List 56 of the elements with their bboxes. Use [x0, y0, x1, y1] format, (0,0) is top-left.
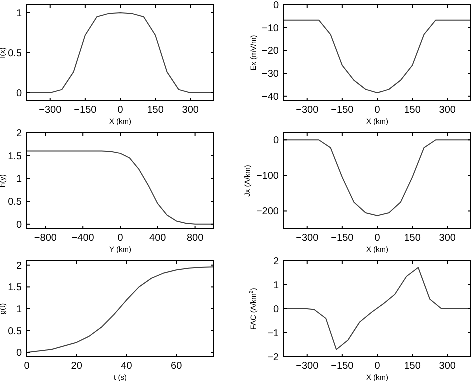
x-tick-label: 300 [439, 233, 456, 244]
y-tick-label: 0 [273, 304, 280, 316]
x-tick-label: 300 [439, 361, 456, 372]
y-tick-label: 2 [16, 128, 22, 140]
y-tick-label: 0.5 [8, 326, 22, 338]
x-tick-label: 150 [404, 105, 422, 116]
x-tick-label: −400 [72, 233, 95, 244]
x-tick-label: −150 [331, 361, 354, 372]
x-tick-label: 300 [182, 105, 200, 116]
x-tick-label: −150 [331, 233, 354, 244]
x-tick-label: 800 [186, 233, 204, 244]
y-tick-label: −1 [268, 328, 280, 340]
x-tick-label: 40 [121, 361, 133, 372]
y-tick-label: 1 [16, 8, 22, 20]
x-tick-label: −150 [74, 105, 98, 116]
x-tick-label: −300 [296, 361, 320, 372]
y-tick-label: 0.5 [8, 197, 22, 208]
y-tick-label: 0 [273, 0, 280, 12]
y-tick-label: 0 [16, 88, 22, 100]
y-tick-label: 1 [273, 280, 280, 292]
x-tick-label: −800 [34, 233, 58, 244]
x-tick-label: −150 [331, 105, 354, 116]
x-tick-label: 0 [374, 233, 381, 244]
y-tick-label: −100 [256, 171, 280, 182]
y-tick-label: −2 [268, 352, 280, 364]
y-tick-label: −200 [256, 206, 280, 218]
y-tick-label: 1 [16, 174, 22, 186]
x-tick-label: 300 [439, 105, 456, 116]
x-tick-label: 0 [374, 105, 381, 116]
x-tick-label: 0 [118, 105, 124, 116]
x-tick-label: −300 [39, 105, 62, 116]
x-tick-label: 20 [71, 361, 83, 372]
x-tick-label: 150 [404, 233, 422, 244]
y-tick-label: −30 [262, 69, 280, 80]
x-tick-label: 150 [147, 105, 164, 116]
x-tick-label: 150 [404, 361, 422, 372]
y-tick-label: 0 [16, 220, 22, 231]
x-tick-label: 60 [171, 361, 183, 372]
x-tick-label: 0 [24, 361, 30, 372]
x-tick-label: 400 [150, 233, 167, 244]
x-tick-label: −300 [296, 233, 320, 244]
y-tick-label: 2 [16, 260, 22, 272]
y-tick-label: 0.5 [8, 48, 22, 60]
y-tick-label: 0 [16, 348, 22, 360]
y-tick-label: 1.5 [8, 151, 22, 162]
y-tick-label: 0 [273, 136, 280, 147]
y-tick-label: −40 [262, 92, 280, 103]
y-tick-label: −10 [262, 23, 280, 34]
x-tick-label: 0 [118, 233, 124, 244]
x-tick-label: 0 [374, 361, 381, 372]
y-tick-label: −20 [262, 46, 280, 58]
y-tick-label: 1 [16, 304, 22, 316]
line-series [284, 20, 472, 94]
y-tick-label: 1.5 [8, 282, 22, 294]
x-tick-label: −300 [296, 105, 320, 116]
y-tick-label: 2 [273, 256, 280, 268]
